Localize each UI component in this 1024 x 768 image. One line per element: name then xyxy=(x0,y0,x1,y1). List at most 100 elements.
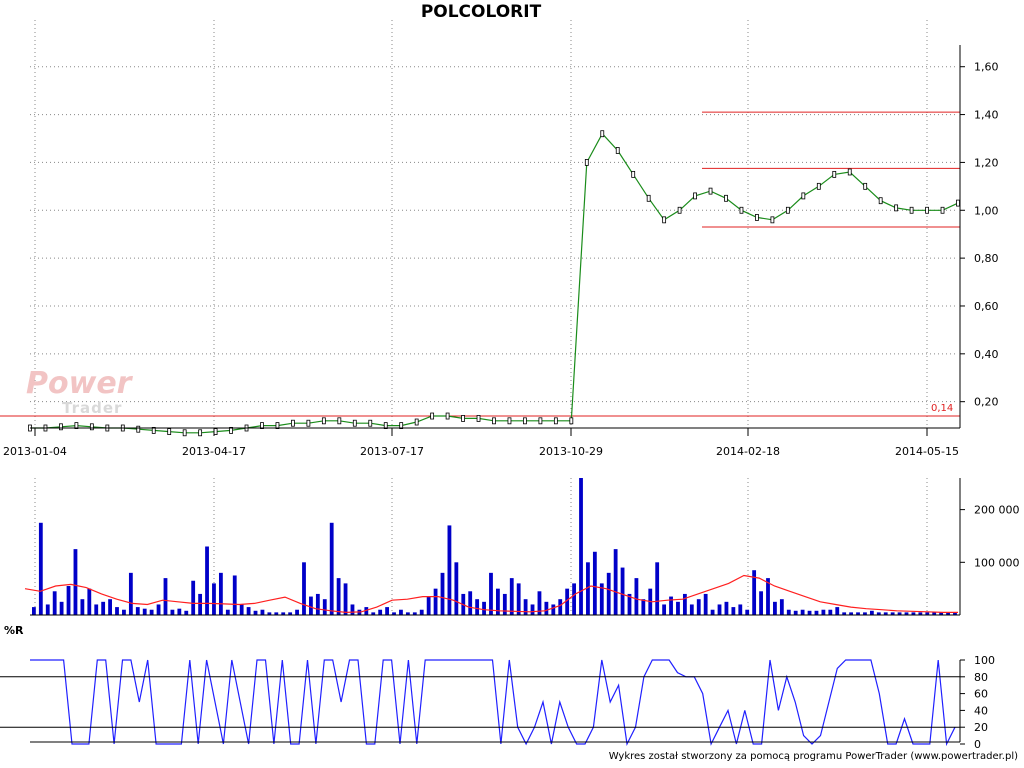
volume-bar xyxy=(288,612,293,615)
price-candle xyxy=(569,417,574,425)
price-candle xyxy=(956,199,960,207)
x-tick-label: 2014-05-15 xyxy=(895,445,959,458)
volume-bar xyxy=(177,608,182,615)
price-candle xyxy=(677,206,682,214)
volume-bar xyxy=(530,604,535,615)
willr-y-tick-label: 0 xyxy=(974,738,981,751)
price-candle xyxy=(229,426,233,434)
x-tick-label: 2013-04-17 xyxy=(182,445,246,458)
volume-bar xyxy=(32,607,36,615)
volume-bar xyxy=(620,567,625,615)
volume-bar xyxy=(579,478,583,615)
volume-bar xyxy=(779,599,784,615)
volume-bar xyxy=(385,607,390,615)
volume-bar xyxy=(336,578,341,615)
volume-bar xyxy=(759,591,763,615)
volume-bar xyxy=(101,601,106,615)
willr-y-tick-label: 80 xyxy=(974,671,988,684)
volume-bar xyxy=(475,599,480,615)
volume-bar xyxy=(703,593,708,615)
price-candle xyxy=(523,417,527,425)
volume-bar xyxy=(142,608,147,615)
volume-bar xyxy=(807,610,812,615)
x-tick-label: 2013-10-29 xyxy=(539,445,603,458)
volume-bar xyxy=(412,612,417,615)
volume-bar xyxy=(710,609,715,615)
volume-bar xyxy=(232,575,237,615)
volume-bar xyxy=(627,593,632,615)
willr-y-tick-label: 100 xyxy=(974,654,995,667)
volume-bar xyxy=(489,572,493,615)
volume-bar xyxy=(745,609,750,615)
volume-bar xyxy=(170,609,175,615)
volume-bar xyxy=(205,546,209,615)
volume-bar xyxy=(599,583,604,615)
x-tick-label: 2014-02-18 xyxy=(716,445,780,458)
volume-bar xyxy=(869,610,874,615)
volume-bar xyxy=(66,586,71,615)
volume-bar xyxy=(738,604,743,615)
volume-bar xyxy=(253,610,258,615)
volume-bar xyxy=(897,612,902,615)
price-candle xyxy=(461,415,465,422)
volume-bar xyxy=(212,583,216,615)
price-candle xyxy=(291,419,295,427)
price-candle xyxy=(538,417,543,425)
volume-bar xyxy=(814,610,819,615)
price-y-tick-label: 1,60 xyxy=(974,61,999,74)
footer-credit: Wykres został stworzony za pomocą progra… xyxy=(608,751,1018,762)
price-candle xyxy=(59,423,63,431)
volume-bar xyxy=(218,572,223,615)
volume-bar xyxy=(149,609,154,615)
price-candle xyxy=(213,428,218,435)
volume-bar xyxy=(59,601,64,615)
price-candle xyxy=(445,412,450,420)
price-y-tick-label: 1,40 xyxy=(974,109,999,122)
axes xyxy=(0,45,965,745)
price-candle xyxy=(306,419,311,427)
volume-bar xyxy=(343,583,348,615)
price-y-tick-label: 1,20 xyxy=(974,156,999,169)
volume-bar xyxy=(558,599,563,615)
volume-bar xyxy=(350,604,355,615)
volume-bar xyxy=(45,604,50,615)
volume-bar xyxy=(440,572,445,615)
willr-y-tick-label: 40 xyxy=(974,704,988,717)
williams-r-series xyxy=(30,659,956,747)
volume-bar xyxy=(378,609,383,615)
volume-bar xyxy=(260,609,265,615)
price-candle xyxy=(646,194,651,202)
price-y-tick-label: 0,60 xyxy=(974,300,999,313)
volume-bar xyxy=(946,612,950,615)
volume-bar xyxy=(509,578,514,615)
volume-bar xyxy=(322,599,327,615)
price-candle xyxy=(89,423,94,431)
price-candle xyxy=(275,422,280,430)
volume-bar xyxy=(592,551,597,615)
volume-bar xyxy=(364,607,369,615)
price-candle xyxy=(708,187,713,195)
volume-bar xyxy=(184,610,189,615)
volume-bar xyxy=(800,609,805,615)
volume-bar xyxy=(198,593,203,615)
vertical-grid xyxy=(30,20,958,615)
price-candle xyxy=(74,422,79,430)
volume-bar xyxy=(468,591,473,615)
volume-bar xyxy=(731,607,736,615)
volume-bar xyxy=(641,599,646,615)
price-candle xyxy=(383,422,388,430)
volume-bar xyxy=(309,596,313,615)
volume-bar xyxy=(572,583,576,615)
willr-title: %R xyxy=(4,624,24,637)
chart-title: POLCOLORIT xyxy=(420,2,542,22)
price-candle xyxy=(925,206,929,214)
price-candle xyxy=(399,422,404,430)
price-candle xyxy=(785,206,790,214)
volume-bar xyxy=(502,593,507,615)
volume-bar xyxy=(689,604,694,615)
price-candle xyxy=(832,170,837,178)
volume-bar xyxy=(676,601,680,615)
willr-y-tick-label: 20 xyxy=(974,721,988,734)
volume-bar xyxy=(904,612,909,615)
volume-bar xyxy=(392,612,396,615)
